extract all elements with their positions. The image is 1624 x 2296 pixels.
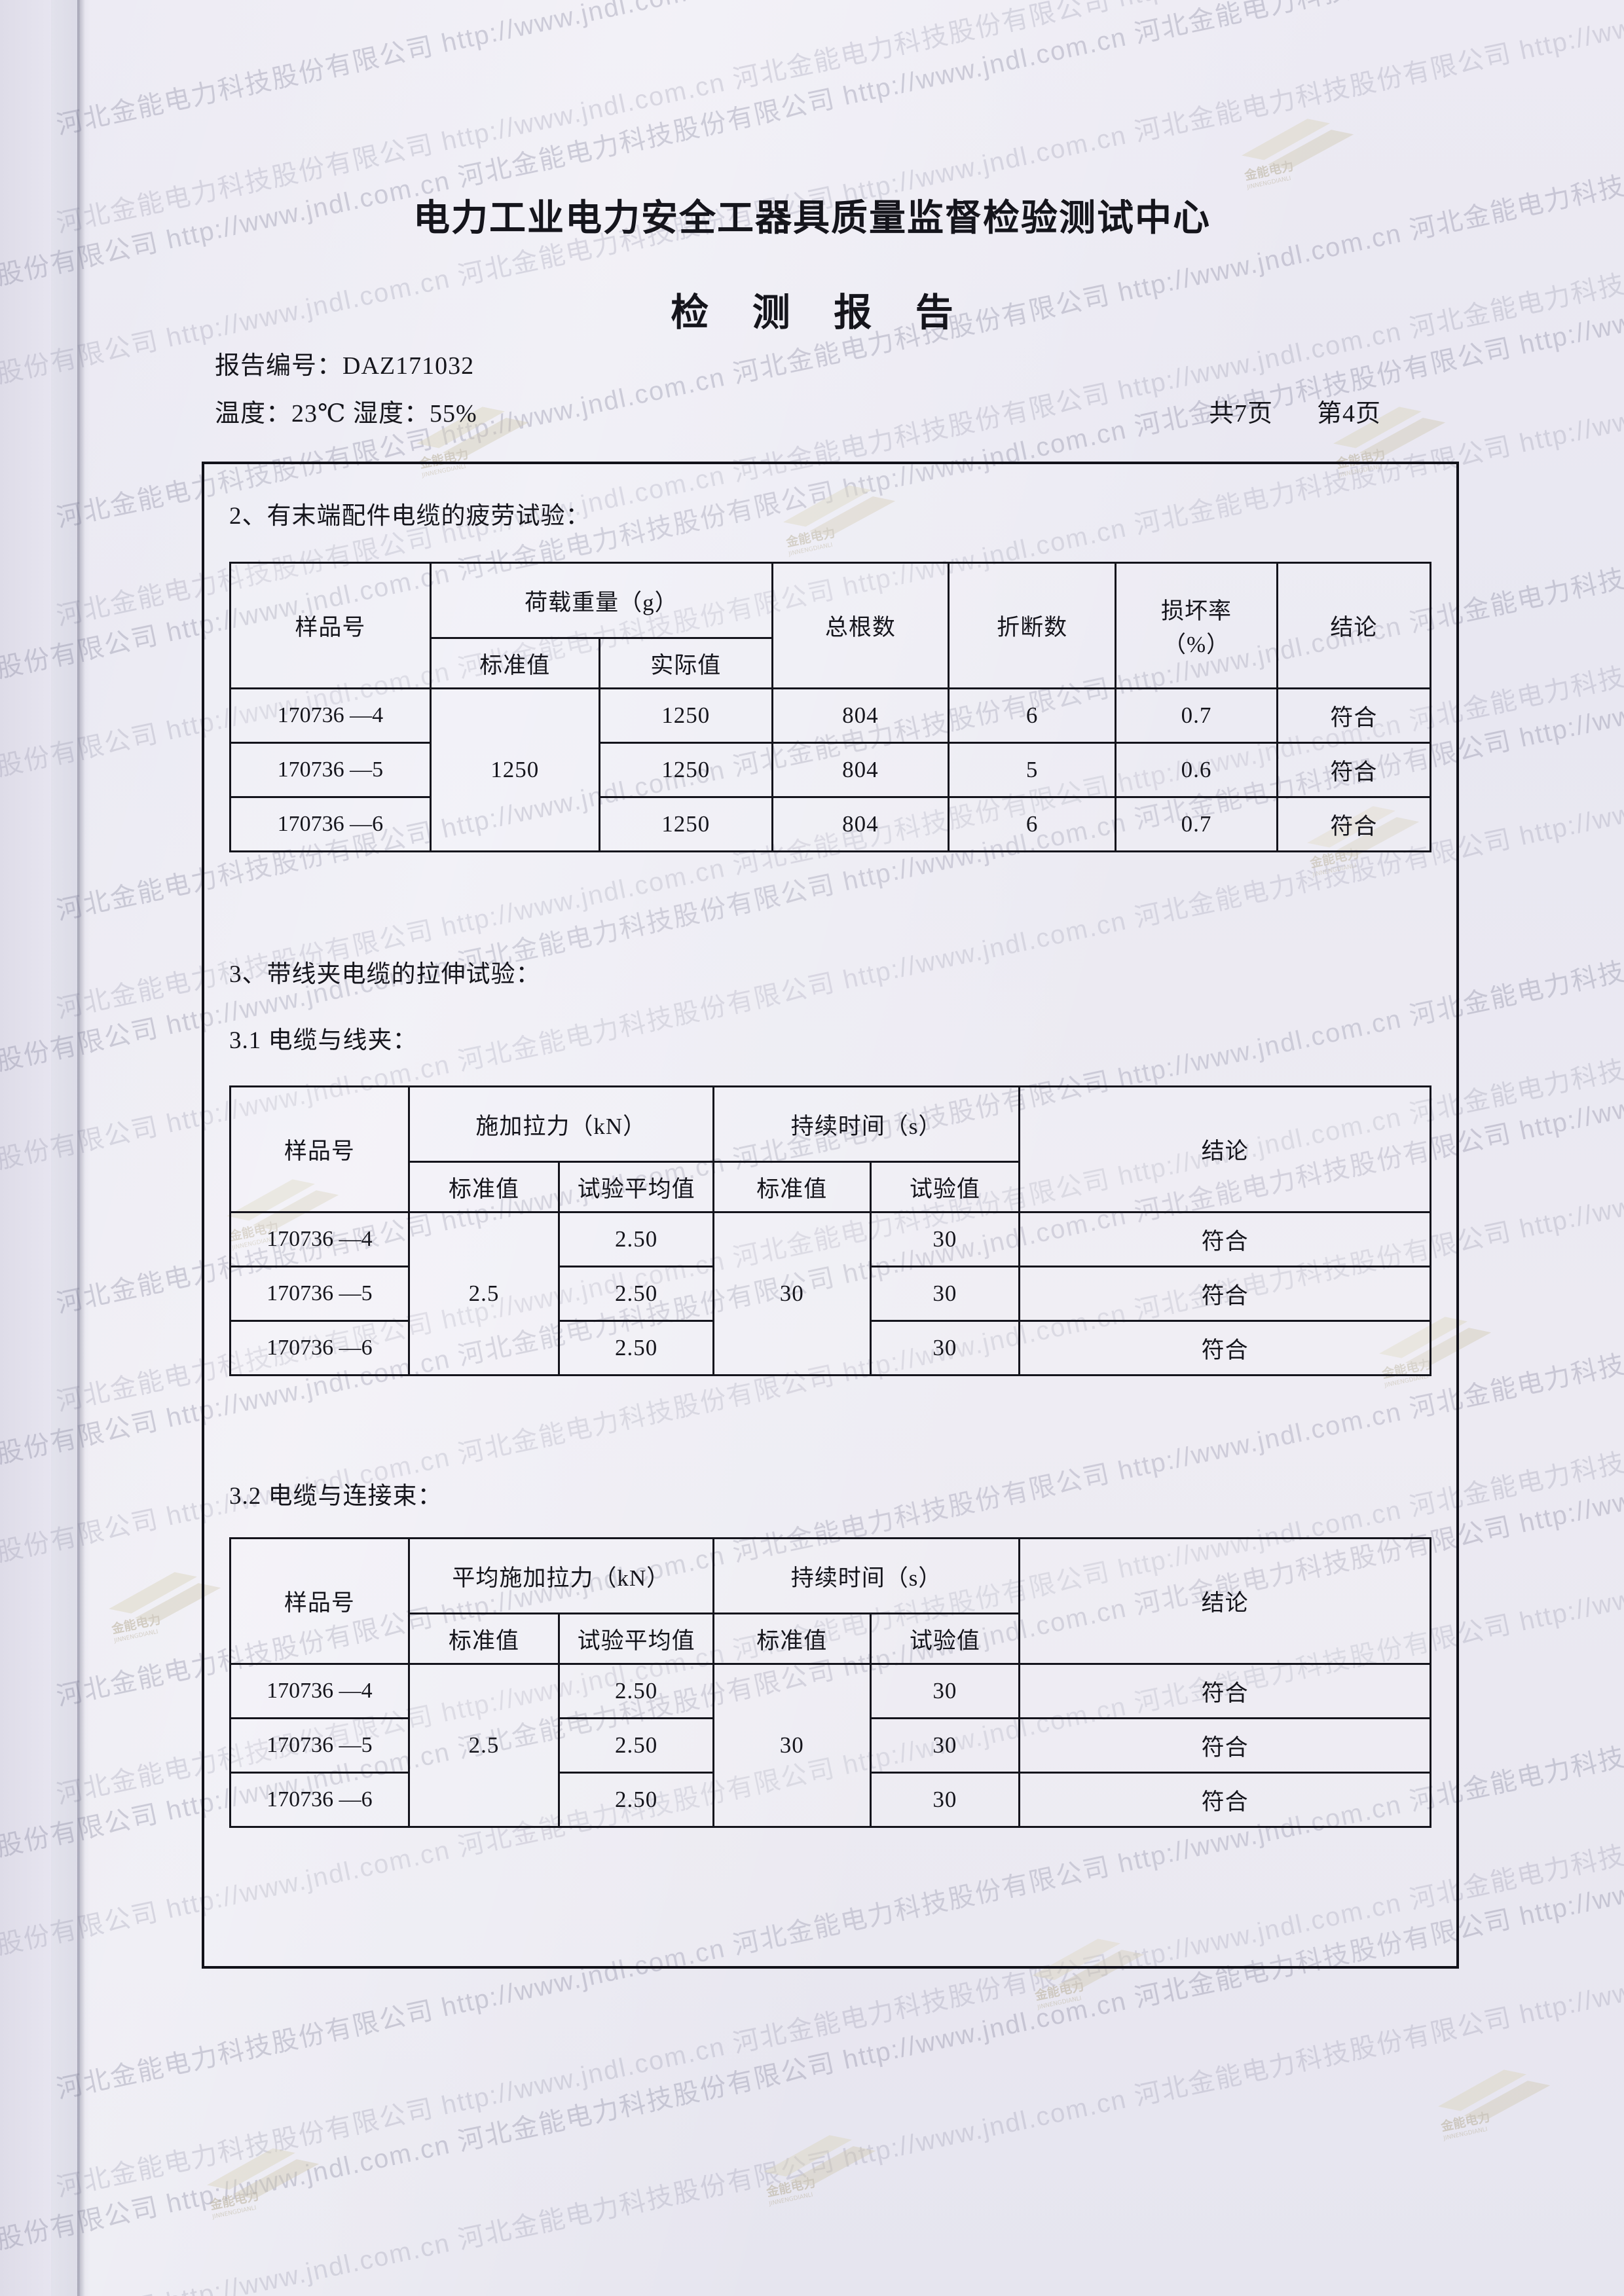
th-avg-applied-force: 平均施加拉力（kN） xyxy=(407,1537,714,1614)
cell-total: 804 xyxy=(771,687,950,744)
th-force-standard: 标准值 xyxy=(407,1613,561,1665)
th-duration-standard: 标准值 xyxy=(712,1613,872,1665)
cell-conclusion: 符合 xyxy=(1276,796,1432,852)
th-load-standard: 标准值 xyxy=(429,637,600,689)
cell-broken: 6 xyxy=(947,687,1117,744)
th-duration-test: 试验值 xyxy=(869,1161,1021,1213)
cell-total: 804 xyxy=(771,796,950,852)
page-total: 共7页 xyxy=(1209,400,1274,428)
cell-conclusion: 符合 xyxy=(1018,1663,1431,1719)
cell-force-average: 2.50 xyxy=(558,1320,714,1376)
th-sample-no: 样品号 xyxy=(229,1085,410,1213)
cell-broken: 6 xyxy=(947,796,1117,852)
th-conclusion: 结论 xyxy=(1018,1537,1431,1665)
section-2-heading: 2、有末端配件电缆的疲劳试验： xyxy=(229,503,591,530)
cell-conclusion: 符合 xyxy=(1276,742,1432,798)
th-damage-rate: 损坏率 （%） xyxy=(1115,562,1278,689)
th-force-average: 试验平均值 xyxy=(558,1161,714,1213)
cell-load-standard: 1250 xyxy=(429,687,600,852)
cable-connector-tension-table: 样品号 平均施加拉力（kN） 持续时间（s） 结论 标准值 试验平均值 标准值 … xyxy=(229,1537,1431,1828)
cell-duration-standard: 30 xyxy=(712,1663,872,1828)
cell-duration-test: 30 xyxy=(869,1772,1021,1828)
table-row: 170736 —5 1250 804 5 0.6 符合 xyxy=(229,742,1432,798)
th-duration: 持续时间（s） xyxy=(712,1085,1021,1163)
th-total-count: 总根数 xyxy=(771,562,950,689)
cell-duration-test: 30 xyxy=(869,1320,1021,1376)
page-indicator: 共7页 第4页 xyxy=(1209,393,1381,429)
th-load-weight: 荷载重量（g） xyxy=(429,562,773,639)
th-conclusion: 结论 xyxy=(1276,562,1432,689)
cell-force-standard: 2.5 xyxy=(407,1211,561,1376)
cell-rate: 0.7 xyxy=(1115,687,1278,744)
cell-force-average: 2.50 xyxy=(558,1772,714,1828)
cable-clamp-tension-table: 样品号 施加拉力（kN） 持续时间（s） 结论 标准值 试验平均值 标准值 试验… xyxy=(229,1085,1431,1376)
section-3-heading: 3、带线夹电缆的拉伸试验： xyxy=(229,961,541,988)
page-title: 电力工业电力安全工器具质量监督检验测试中心 xyxy=(413,198,1211,239)
cell-conclusion: 符合 xyxy=(1018,1772,1431,1828)
fatigue-test-table: 样品号 荷载重量（g） 总根数 折断数 损坏率 （%） 结论 标准值 实际值 1… xyxy=(229,562,1432,852)
th-sample-no: 样品号 xyxy=(229,562,432,689)
th-force-average: 试验平均值 xyxy=(558,1613,714,1665)
th-load-actual: 实际值 xyxy=(598,637,773,689)
th-force-standard: 标准值 xyxy=(407,1161,561,1213)
cell-duration-test: 30 xyxy=(869,1266,1021,1322)
section-3-1-heading: 3.1 电缆与线夹： xyxy=(229,1027,418,1054)
cell-force-average: 2.50 xyxy=(558,1266,714,1322)
cell-duration-test: 30 xyxy=(869,1663,1021,1719)
cell-conclusion: 符合 xyxy=(1276,687,1432,744)
cell-load-actual: 1250 xyxy=(598,687,773,744)
cell-duration-standard: 30 xyxy=(712,1211,872,1376)
table-row: 170736 —5 2.50 30 符合 xyxy=(229,1266,1431,1322)
cell-sample: 170736 —6 xyxy=(229,1320,410,1376)
th-duration-test: 试验值 xyxy=(869,1613,1021,1665)
cell-conclusion: 符合 xyxy=(1018,1266,1431,1322)
th-conclusion: 结论 xyxy=(1018,1085,1431,1213)
cell-total: 804 xyxy=(771,742,950,798)
cell-sample: 170736 —5 xyxy=(229,1717,410,1774)
cell-sample: 170736 —4 xyxy=(229,1211,410,1267)
cell-load-actual: 1250 xyxy=(598,742,773,798)
page-current: 第4页 xyxy=(1317,400,1382,428)
th-applied-force: 施加拉力（kN） xyxy=(407,1085,714,1163)
report-title: 检 测 报 告 xyxy=(671,291,970,334)
cell-sample: 170736 —4 xyxy=(229,1663,410,1719)
th-broken-count: 折断数 xyxy=(947,562,1117,689)
cell-duration-test: 30 xyxy=(869,1717,1021,1774)
cell-load-actual: 1250 xyxy=(598,796,773,852)
th-damage-rate-line1: 损坏率 xyxy=(1161,598,1232,624)
cell-force-average: 2.50 xyxy=(558,1211,714,1267)
cell-rate: 0.6 xyxy=(1115,742,1278,798)
cell-sample: 170736 —5 xyxy=(229,742,432,798)
cell-broken: 5 xyxy=(947,742,1117,798)
table-row: 170736 —4 1250 1250 804 6 0.7 符合 xyxy=(229,687,1432,852)
cell-force-average: 2.50 xyxy=(558,1663,714,1719)
cell-conclusion: 符合 xyxy=(1018,1211,1431,1267)
cell-sample: 170736 —6 xyxy=(229,1772,410,1828)
th-sample-no: 样品号 xyxy=(229,1537,410,1665)
table-row: 170736 —6 2.50 30 符合 xyxy=(229,1772,1431,1828)
table-row: 170736 —4 2.5 2.50 30 30 符合 xyxy=(229,1663,1431,1828)
cell-rate: 0.7 xyxy=(1115,796,1278,852)
cell-force-average: 2.50 xyxy=(558,1717,714,1774)
cell-sample: 170736 —5 xyxy=(229,1266,410,1322)
cell-duration-test: 30 xyxy=(869,1211,1021,1267)
cell-conclusion: 符合 xyxy=(1018,1320,1431,1376)
th-damage-rate-line2: （%） xyxy=(1162,631,1230,657)
cell-sample: 170736 —4 xyxy=(229,687,432,744)
environment-values: 温度：23℃ 湿度：55% xyxy=(215,400,477,428)
report-number: 报告编号：DAZ171032 xyxy=(215,352,475,380)
section-3-2-heading: 3.2 电缆与连接束： xyxy=(229,1483,443,1510)
th-duration-standard: 标准值 xyxy=(712,1161,872,1213)
table-row: 170736 —5 2.50 30 符合 xyxy=(229,1717,1431,1774)
cell-force-standard: 2.5 xyxy=(407,1663,561,1828)
cell-conclusion: 符合 xyxy=(1018,1717,1431,1774)
table-row: 170736 —6 2.50 30 符合 xyxy=(229,1320,1431,1376)
cell-sample: 170736 —6 xyxy=(229,796,432,852)
table-row: 170736 —6 1250 804 6 0.7 符合 xyxy=(229,796,1432,852)
table-row: 170736 —4 2.5 2.50 30 30 符合 xyxy=(229,1211,1431,1376)
th-duration: 持续时间（s） xyxy=(712,1537,1021,1614)
